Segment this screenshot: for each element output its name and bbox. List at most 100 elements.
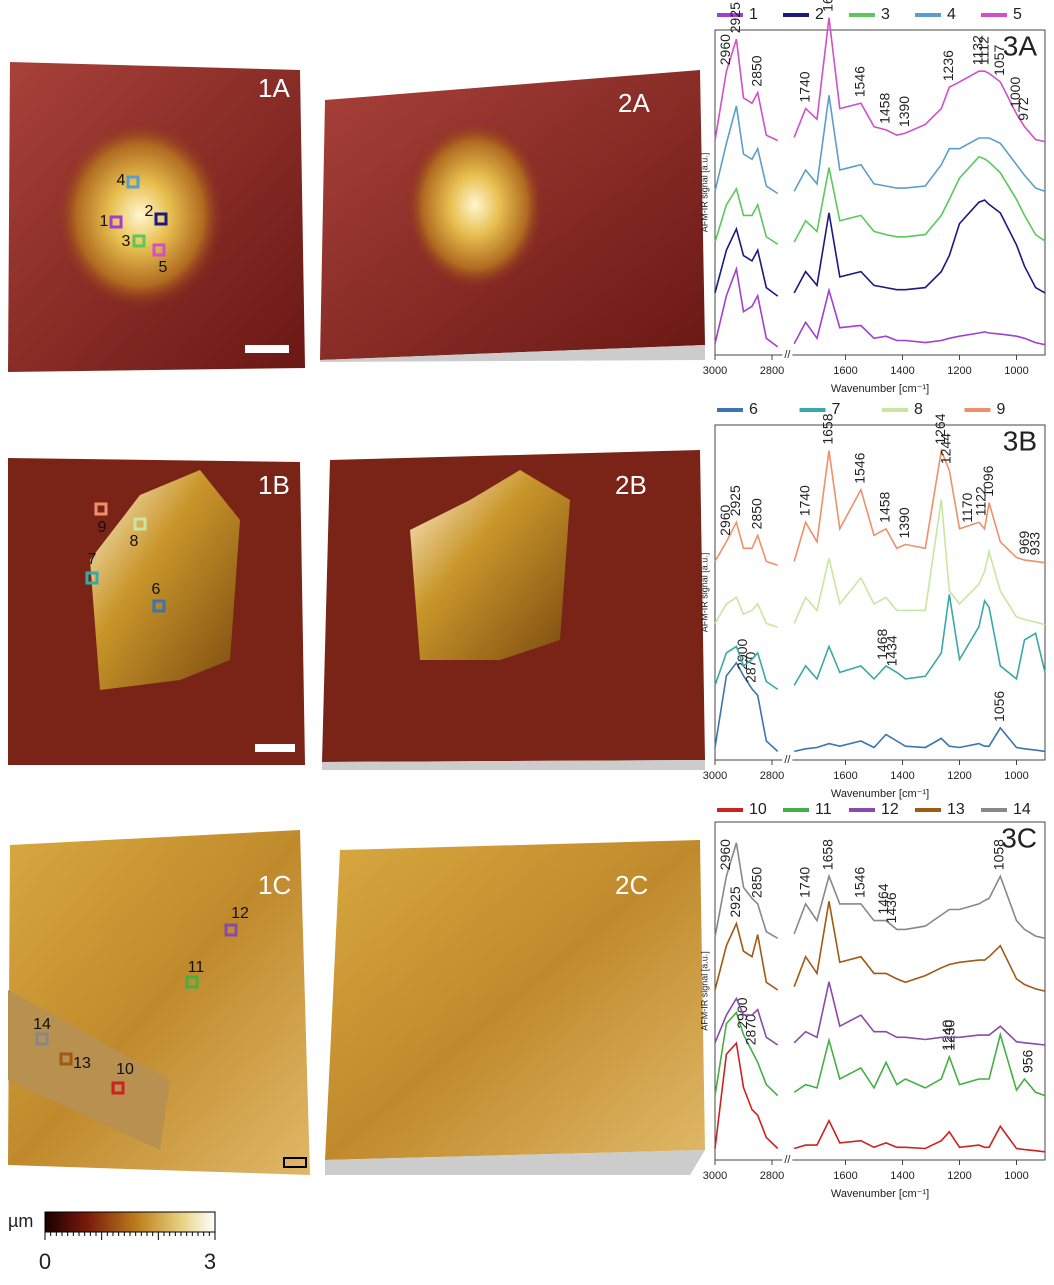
legend-label: 2: [815, 6, 824, 23]
peak-label: 1434: [884, 635, 900, 666]
x-axis-label: Wavenumber [cm⁻¹]: [831, 788, 929, 800]
peak-label: 1740: [796, 71, 812, 102]
sample-marker: [133, 517, 147, 531]
legend-label: 7: [832, 401, 841, 418]
peak-label: 956: [1020, 1049, 1036, 1073]
peak-label: 1390: [896, 507, 912, 538]
peak-label: 2960: [717, 504, 733, 535]
x-tick-label: 3000: [703, 365, 727, 377]
panel-label: 3B: [1003, 425, 1037, 456]
spectrum-line: [714, 661, 1046, 753]
afm-base: [325, 1150, 705, 1175]
legend-label: 10: [749, 801, 767, 818]
sample-marker: [94, 502, 108, 516]
legend-label: 4: [947, 6, 956, 23]
colorbar: [44, 1211, 216, 1233]
afm-feature: [405, 120, 545, 290]
peak-label: 2850: [748, 867, 764, 898]
x-tick-label: 1400: [890, 365, 914, 377]
peak-label: 2960: [717, 34, 733, 65]
colorbar-min: 0: [39, 1249, 51, 1274]
x-tick-label: 2800: [760, 770, 784, 782]
sample-marker: [85, 571, 99, 585]
peak-label: 2960: [717, 839, 733, 870]
sample-marker: [185, 975, 199, 989]
peak-label: 1546: [852, 867, 868, 898]
afm-feature: [90, 470, 240, 690]
afm-image: [325, 840, 705, 1160]
sample-marker: [224, 923, 238, 937]
x-tick-label: 3000: [703, 770, 727, 782]
sample-label: 11: [188, 959, 205, 976]
spectrum-line: [714, 1041, 1046, 1153]
afm-feature: [55, 120, 225, 310]
x-tick-label: 1200: [947, 365, 971, 377]
legend-label: 3: [881, 6, 890, 23]
x-tick-label: 1600: [833, 365, 857, 377]
spectrum-line: [714, 901, 1046, 992]
peak-label: 1740: [796, 867, 812, 898]
sample-marker: [59, 1052, 73, 1066]
legend-label: 11: [815, 801, 832, 818]
image-label: 1A: [258, 73, 290, 103]
spectrum-line: [714, 199, 1046, 297]
afm-feature: [410, 470, 570, 660]
spectrum-line: [714, 447, 1046, 567]
x-tick-label: 1000: [1004, 770, 1028, 782]
sample-marker: [111, 1081, 125, 1095]
peak-label: 1546: [852, 66, 868, 97]
scale-bar: [245, 345, 289, 353]
sample-label: 8: [130, 533, 139, 550]
peak-label: 2870: [743, 652, 759, 683]
peak-label: 1230: [942, 1019, 958, 1050]
axis-break: [782, 349, 793, 361]
panel-label: 3A: [1003, 30, 1038, 61]
scale-bar: [255, 744, 295, 752]
image-label: 2B: [615, 470, 647, 500]
sample-label: 4: [117, 172, 126, 189]
sample-marker: [35, 1032, 49, 1046]
peak-label: 1264: [932, 413, 948, 444]
peak-label: 2850: [748, 498, 764, 529]
spectrum-line: [714, 17, 1046, 143]
x-axis-label: Wavenumber [cm⁻¹]: [831, 1188, 929, 1200]
peak-label: 1057: [991, 45, 1007, 76]
peak-label: 1132: [970, 35, 986, 65]
spectrum-line: [714, 842, 1046, 940]
image-label: 1B: [258, 470, 290, 500]
peak-label: 933: [1026, 532, 1042, 556]
x-tick-label: 1000: [1004, 1170, 1028, 1182]
sample-label: 10: [116, 1061, 134, 1078]
x-tick-label: 1600: [833, 770, 857, 782]
peak-label: 1458: [877, 491, 893, 522]
sample-marker: [132, 234, 146, 248]
sample-label: 9: [98, 519, 107, 536]
sample-label: 12: [231, 905, 249, 922]
spectrum-line: [714, 1010, 1046, 1097]
peak-label: 1658: [820, 839, 836, 870]
image-label: 1C: [258, 870, 291, 900]
peak-label: 2850: [748, 55, 764, 86]
axis-break: //: [784, 349, 791, 361]
sample-label: 5: [159, 259, 168, 276]
sample-marker: [109, 215, 123, 229]
peak-label: 1096: [980, 465, 996, 496]
y-axis-label: AFM-IR signal [a.u.]: [699, 553, 709, 633]
afm-base: [322, 760, 705, 770]
afm-feature: [8, 990, 170, 1150]
x-tick-label: 1600: [833, 1170, 857, 1182]
legend-label: 14: [1013, 801, 1031, 818]
plot-frame: [714, 821, 1046, 1161]
x-axis-label: Wavenumber [cm⁻¹]: [831, 383, 929, 395]
x-tick-label: 1400: [890, 770, 914, 782]
sample-marker: [152, 243, 166, 257]
afm-base: [320, 345, 705, 362]
sample-label: 13: [73, 1055, 91, 1072]
legend-label: 9: [997, 401, 1006, 418]
axis-break: [782, 1154, 793, 1166]
spectrum-line: [714, 594, 1046, 691]
sample-marker: [154, 212, 168, 226]
peak-label: 1468: [874, 629, 890, 660]
peak-label: 1458: [877, 93, 893, 124]
